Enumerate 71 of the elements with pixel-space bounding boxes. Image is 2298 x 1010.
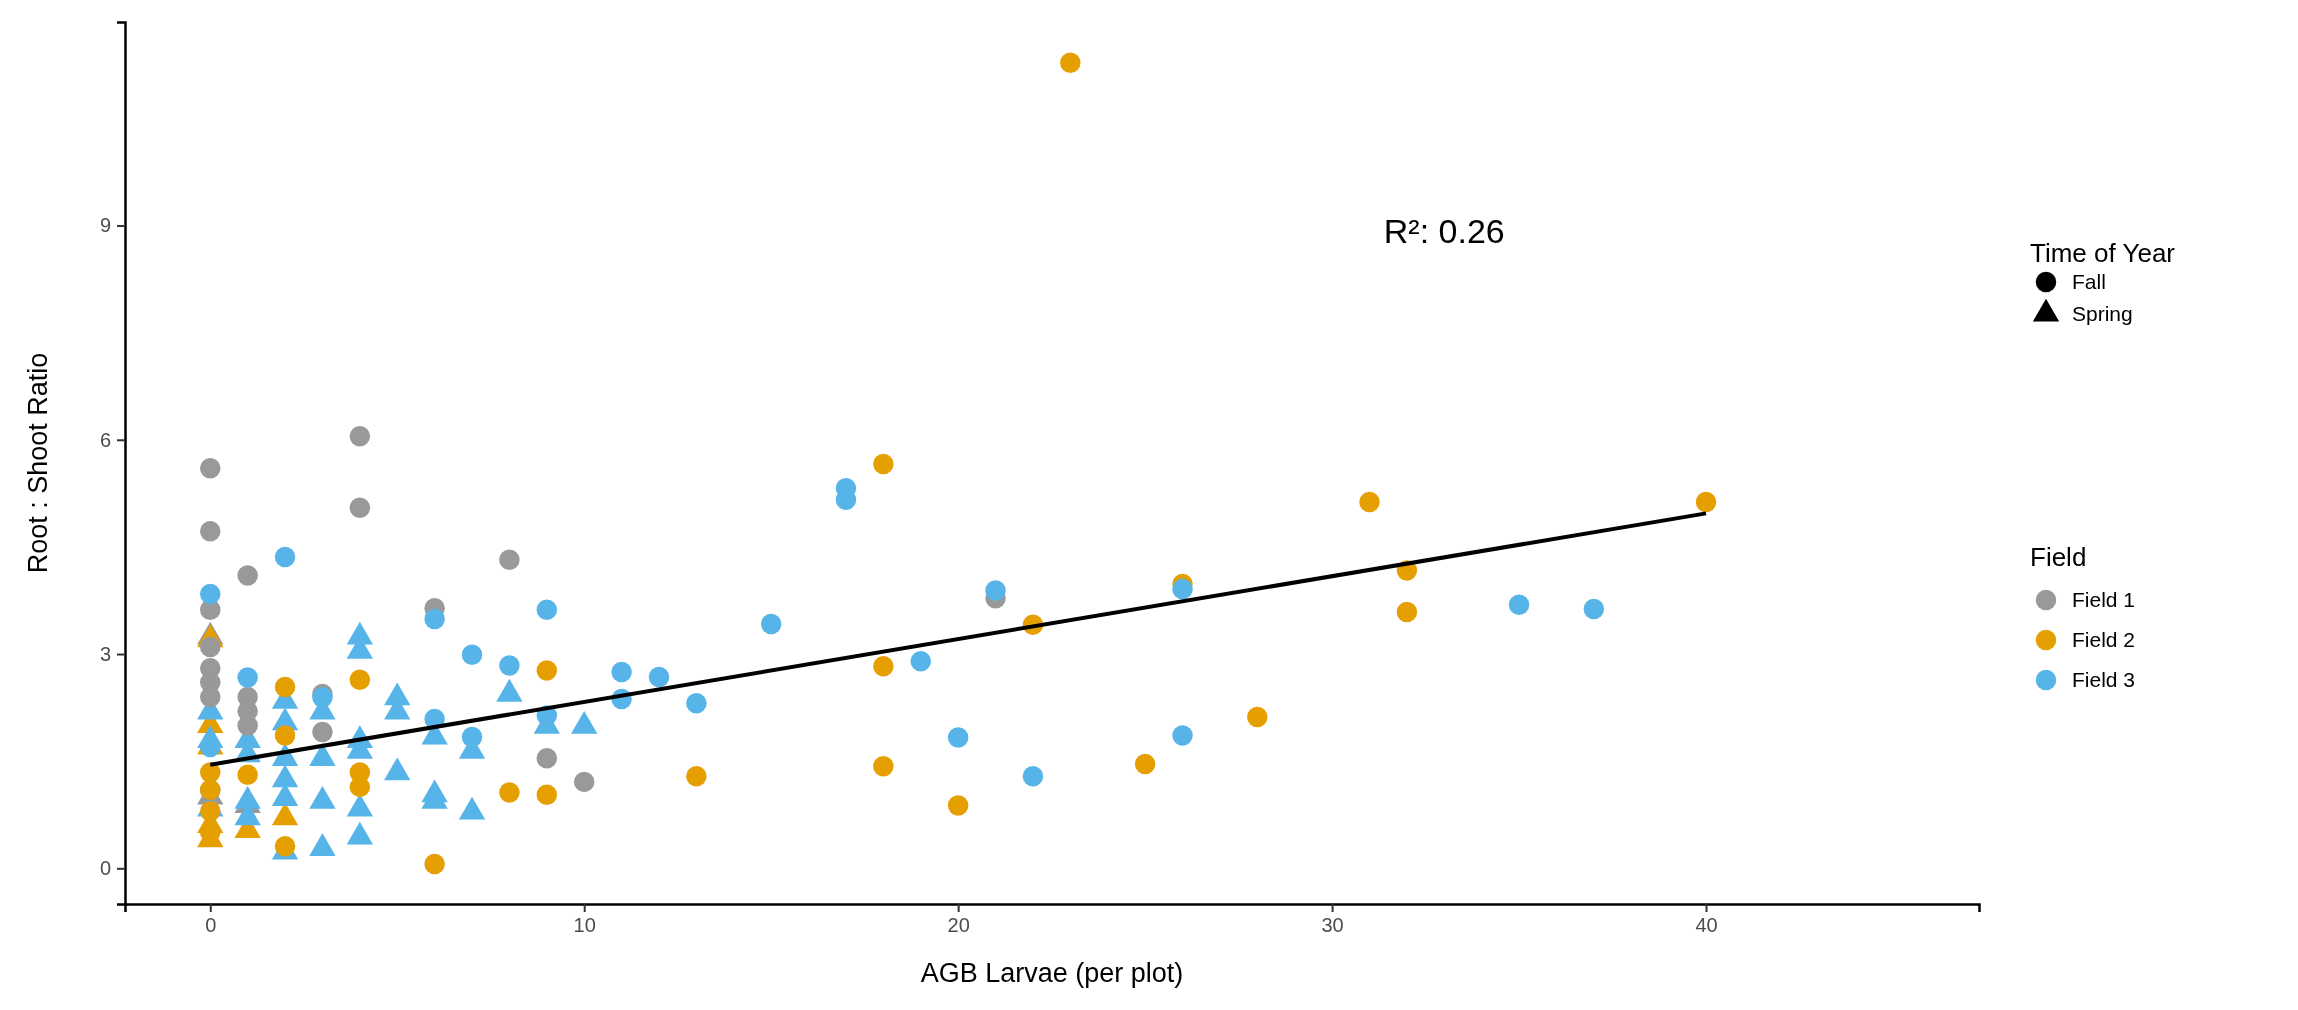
point <box>200 583 221 605</box>
point <box>1022 765 1044 787</box>
point <box>312 721 333 743</box>
x-tick-label: 10 <box>573 914 596 937</box>
point <box>873 755 894 777</box>
point <box>686 693 707 714</box>
point <box>1060 52 1081 73</box>
point <box>349 669 371 690</box>
point <box>536 599 558 620</box>
point <box>274 725 296 746</box>
x-tick-label: 30 <box>1321 914 1344 937</box>
point <box>1508 594 1530 615</box>
point <box>499 549 520 570</box>
point <box>200 520 221 542</box>
point <box>237 715 258 736</box>
point <box>536 660 558 681</box>
point <box>200 686 221 708</box>
point <box>499 782 520 803</box>
point <box>686 765 707 787</box>
x-tick-label: 0 <box>205 914 217 937</box>
point <box>237 764 258 785</box>
point <box>237 667 258 688</box>
point <box>274 676 296 698</box>
point <box>1134 753 1156 775</box>
annotation: R²: 0.26 <box>1383 212 1505 251</box>
text: Fall <box>2072 270 2106 293</box>
legend-label: Field 1 <box>2072 588 2136 611</box>
point <box>1172 725 1193 746</box>
point <box>499 655 520 676</box>
y-axis-title: Root : Shoot Ratio <box>23 352 53 574</box>
y-tick-label: 9 <box>99 214 111 237</box>
legend-label: Field 3 <box>2072 668 2136 691</box>
point <box>1695 491 1717 513</box>
point <box>873 655 894 677</box>
point <box>1172 578 1193 600</box>
point <box>985 580 1006 601</box>
point <box>200 800 221 822</box>
point <box>461 644 483 665</box>
point <box>1247 706 1268 728</box>
point <box>611 661 632 683</box>
point <box>536 748 558 769</box>
point <box>873 453 894 475</box>
point <box>349 776 371 798</box>
point <box>461 726 483 748</box>
legend-title: Field <box>2030 542 2087 572</box>
point <box>648 666 670 688</box>
x-tick-label: 20 <box>947 914 970 937</box>
point <box>274 546 296 568</box>
y-tick-label: 3 <box>99 642 111 665</box>
x-axis-title: AGB Larvae (per plot) <box>920 958 1184 988</box>
point <box>424 608 445 630</box>
legend-label: Field 2 <box>2072 628 2136 651</box>
y-tick-label: 6 <box>99 428 111 451</box>
point <box>1359 491 1380 513</box>
point <box>237 565 258 586</box>
point <box>1396 601 1418 623</box>
point <box>573 771 595 793</box>
point <box>349 425 371 447</box>
point <box>760 613 782 635</box>
y-tick-label: 0 <box>99 857 111 880</box>
point <box>910 650 931 672</box>
point <box>947 727 969 748</box>
text: Time of Year <box>2030 238 2176 268</box>
point <box>200 458 221 479</box>
text: Spring <box>2072 302 2133 325</box>
point <box>536 784 558 805</box>
x-tick-label: 40 <box>1695 914 1718 937</box>
point <box>424 853 445 875</box>
point <box>1583 598 1605 620</box>
point <box>349 497 371 518</box>
point <box>947 795 969 816</box>
